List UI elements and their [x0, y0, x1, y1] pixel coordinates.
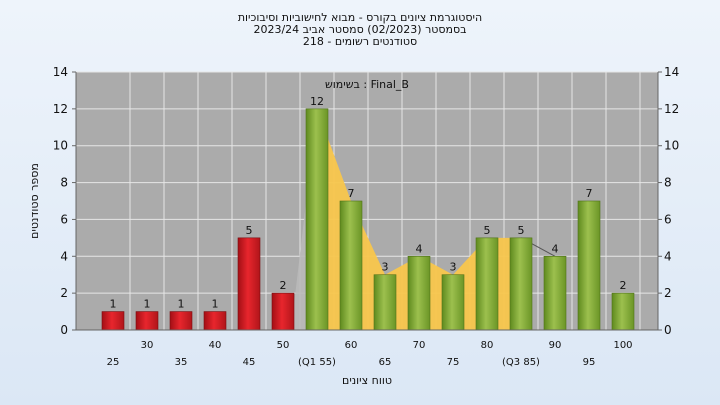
y-tick-label-left: 4	[60, 249, 68, 263]
bar-value-label: 2	[620, 279, 627, 292]
bar-value-label: 3	[450, 261, 457, 274]
bar-value-label: 4	[416, 242, 423, 255]
x-tick-label: 25	[107, 357, 120, 368]
y-tick-label-left: 14	[53, 65, 68, 79]
y-tick-label-left: 2	[60, 286, 68, 300]
bar-40	[203, 311, 227, 331]
bar-value-label: 3	[382, 261, 389, 274]
x-tick-label: 65	[379, 357, 392, 368]
bar-value-label: 5	[484, 224, 491, 237]
y-tick-label-left: 6	[60, 212, 68, 226]
interquartile-area	[317, 108, 521, 330]
bar-value-label: 1	[212, 298, 219, 311]
y-tick-label-left: 10	[53, 139, 68, 153]
x-tick-label: (Q1 55)	[298, 357, 336, 368]
chart-annotation: בשימוש : Final_B	[325, 78, 409, 91]
y-tick-label-right: 2	[664, 286, 672, 300]
bar-value-label: 5	[246, 224, 253, 237]
bar-80	[475, 237, 499, 331]
bar-65	[373, 274, 397, 331]
y-tick-label-right: 0	[664, 323, 672, 337]
x-tick-label: 75	[447, 357, 460, 368]
y-tick-label-left: 12	[53, 102, 68, 116]
bar-95	[577, 200, 601, 331]
y-axis-title: מספר סטודנטים	[28, 163, 41, 239]
bar-value-label: 4	[552, 242, 559, 255]
y-tick-label-left: 0	[60, 323, 68, 337]
bar-55	[305, 108, 329, 331]
x-tick-label: (Q3 85)	[502, 357, 540, 368]
bar-value-label: 5	[518, 224, 525, 237]
x-axis-title: טווח ציונים	[342, 374, 392, 387]
x-tick-label: 45	[243, 357, 256, 368]
y-tick-label-right: 14	[664, 65, 679, 79]
bar-value-label: 7	[586, 187, 593, 200]
bar-value-label: 1	[178, 298, 185, 311]
y-tick-label-right: 6	[664, 212, 672, 226]
y-tick-label-right: 4	[664, 249, 672, 263]
chart-subtitle-semester: בסמסטר (02/2023) סמסטר אביב 2023/24	[253, 23, 467, 36]
bar-75	[441, 274, 465, 331]
bar-35	[169, 311, 193, 331]
bar-90	[543, 255, 567, 331]
y-tick-label-right: 12	[664, 102, 679, 116]
x-tick-label: 80	[481, 340, 494, 351]
bar-25	[101, 311, 125, 331]
bar-30	[135, 311, 159, 331]
bar-60	[339, 200, 363, 331]
y-tick-label-left: 8	[60, 176, 68, 190]
bar-45	[237, 237, 261, 331]
x-tick-label: 40	[209, 340, 222, 351]
chart-subtitle-registered: סטודנטים רשומים - 218	[302, 35, 418, 48]
x-tick-label: 70	[413, 340, 426, 351]
chart-title: היסטוגרמת ציונים בקורס - מבוא לחישוביות …	[237, 11, 483, 24]
bar-value-label: 2	[280, 279, 287, 292]
y-tick-label-right: 8	[664, 176, 672, 190]
x-tick-label: 100	[613, 340, 632, 351]
x-tick-label: 50	[277, 340, 290, 351]
bar-85	[509, 237, 533, 331]
x-tick-label: 35	[175, 357, 188, 368]
x-tick-label: 30	[141, 340, 154, 351]
x-tick-label: 95	[583, 357, 596, 368]
bar-100	[611, 292, 635, 331]
bar-70	[407, 255, 431, 331]
x-tick-label: 60	[345, 340, 358, 351]
x-tick-label: 90	[549, 340, 562, 351]
bar-50	[271, 292, 295, 331]
y-tick-label-right: 10	[664, 139, 679, 153]
bar-value-label: 1	[110, 298, 117, 311]
bar-value-label: 12	[310, 95, 324, 108]
bar-value-label: 1	[144, 298, 151, 311]
bar-value-label: 7	[348, 187, 355, 200]
